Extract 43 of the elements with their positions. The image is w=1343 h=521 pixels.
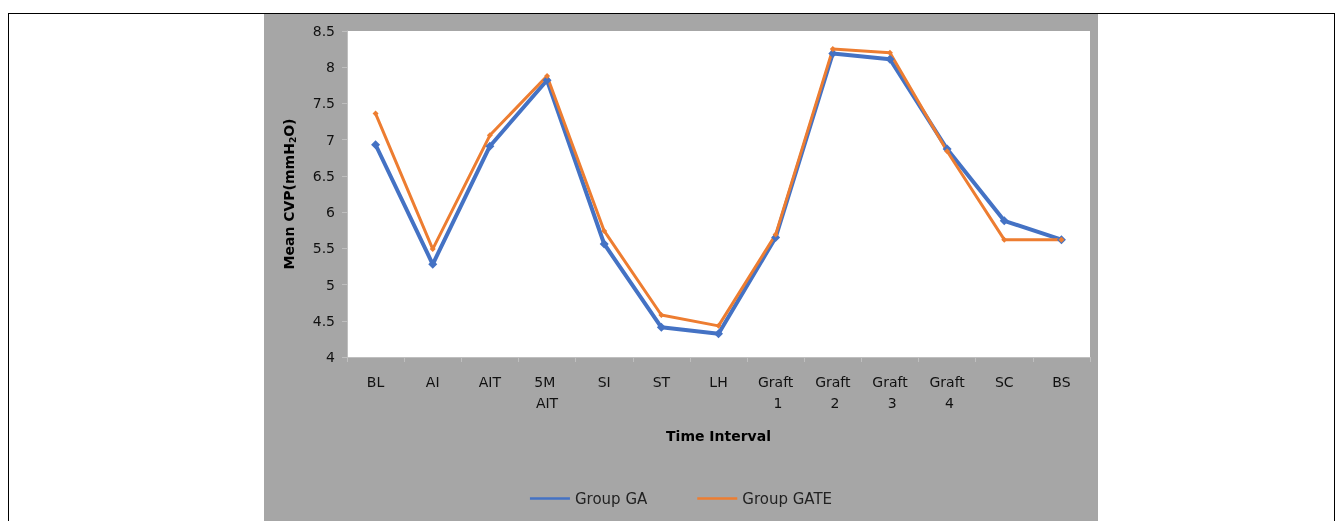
x-tick-label: BS: [1052, 373, 1071, 390]
x-tick-label: Graft 4: [929, 373, 966, 411]
x-tick-label: AIT: [478, 373, 502, 390]
point: [486, 132, 493, 139]
y-tick-label: 6: [326, 204, 336, 221]
point: [772, 231, 779, 238]
x-tick-label: Graft 2: [815, 373, 851, 411]
point: [999, 216, 1009, 226]
point: [658, 311, 665, 318]
x-tick-label: ST: [652, 373, 671, 390]
x-tick-label: 5M AIT: [534, 373, 560, 411]
point: [944, 148, 951, 155]
y-tick-label: 8.5: [312, 23, 335, 39]
point: [829, 46, 836, 53]
x-tick-label: Graft 3: [872, 373, 909, 411]
x-tick-label: SC: [994, 373, 1014, 390]
y-tick-label: 6.5: [312, 167, 335, 184]
point: [599, 239, 609, 249]
x-tick-label: BL: [366, 373, 385, 390]
x-tick-label: AI: [425, 373, 440, 390]
y-tick-label: 7: [326, 131, 335, 148]
point: [714, 329, 723, 339]
x-tick-label: Graft 1: [757, 373, 794, 411]
y-tick-label: 4.5: [312, 312, 335, 329]
x-tick-label: LH: [709, 373, 728, 390]
y-tick-label: 7.5: [312, 95, 335, 112]
x-tick-label: SI: [597, 373, 611, 390]
point: [715, 322, 722, 329]
y-tick-label: 5: [326, 276, 335, 293]
y-tick-label: 4: [326, 349, 336, 365]
point: [656, 322, 666, 332]
point: [485, 141, 495, 151]
point: [544, 72, 551, 79]
x-axis-title: Time Interval: [666, 428, 771, 444]
point: [371, 140, 381, 150]
y-axis-title: Mean CVP(mmH2O): [280, 118, 298, 270]
y-tick-label: 5.5: [312, 240, 335, 257]
y-tick-label: 8: [326, 59, 335, 76]
point: [601, 227, 608, 234]
legend-label: Group GATE: [742, 489, 833, 508]
legend-label: Group GA: [574, 489, 648, 508]
point: [372, 110, 379, 117]
point: [1001, 236, 1008, 243]
